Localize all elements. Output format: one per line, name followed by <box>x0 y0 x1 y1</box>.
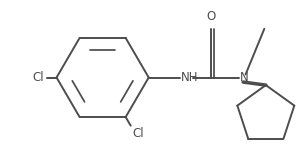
Text: Cl: Cl <box>33 71 44 84</box>
Text: N: N <box>240 71 249 84</box>
Text: O: O <box>207 10 216 23</box>
Text: NH: NH <box>181 71 199 84</box>
Text: Cl: Cl <box>132 127 144 140</box>
